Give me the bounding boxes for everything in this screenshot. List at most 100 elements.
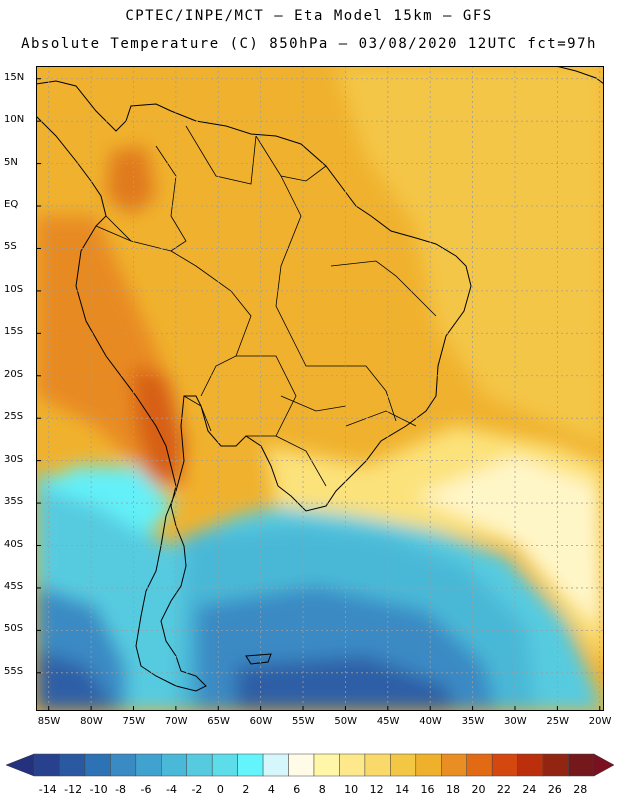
colorbar-cell [313, 753, 340, 777]
colorbar-cell [288, 753, 315, 777]
lat-label: EQ [4, 199, 19, 211]
lat-label: 40S [4, 538, 24, 550]
lon-label: 45W [376, 716, 400, 727]
colorbar-cell [390, 753, 417, 777]
border-guianas [255, 135, 327, 182]
colorbar-cell [161, 753, 187, 777]
colorbar-cell [135, 753, 162, 777]
lon-label: 65W [207, 716, 230, 727]
colorbar-cell [110, 753, 137, 777]
colorbar-label: 2 [242, 783, 250, 796]
colorbar-label: 6 [293, 783, 301, 796]
axis-ticks [36, 78, 601, 711]
lat-label: 15S [4, 326, 24, 338]
field-pale [416, 456, 604, 626]
border-brazil-states-2 [330, 260, 437, 317]
colorbar-cell [186, 753, 213, 777]
colorbar-cell [441, 753, 467, 777]
map-canvas [36, 66, 604, 711]
colorbar-label: 18 [446, 783, 460, 796]
colorbar-label: 16 [420, 783, 435, 796]
colorbar-cell [262, 753, 289, 777]
colorbar-label: -2 [191, 783, 203, 796]
lat-label: 15N [4, 71, 25, 83]
border-bolivia [236, 355, 297, 437]
lon-label: 80W [80, 716, 103, 727]
field-cyan-west [36, 466, 176, 536]
lat-label: 25S [4, 411, 24, 423]
colorbar-label: 4 [267, 783, 275, 796]
border-chile [183, 395, 212, 432]
colorbar-cell [84, 753, 111, 777]
lat-label: 20S [4, 368, 24, 380]
lon-label: 40W [419, 716, 442, 727]
colorbar-label: 28 [573, 783, 588, 796]
colorbar-cell [542, 753, 569, 777]
border-brazil-states [345, 410, 417, 427]
colorbar-cell [33, 753, 60, 777]
map-title-line-2: Absolute Temperature (C) 850hPa – 03/08/… [21, 36, 597, 52]
lon-label: 55W [292, 716, 315, 727]
field-deep-blue-south [236, 656, 456, 711]
colorbar-cell [517, 753, 544, 777]
lon-label: 70W [164, 716, 188, 727]
colorbar-label: 12 [369, 783, 384, 796]
border-venezuela [185, 125, 257, 185]
lon-label: 50W [334, 716, 358, 727]
colorbar-under-arrow [5, 753, 35, 777]
lat-label: 5S [4, 241, 17, 253]
lon-label: 35W [461, 716, 485, 727]
lon-label: 25W [546, 716, 569, 727]
colorbar-label: 14 [395, 783, 410, 796]
coastline-main [36, 80, 472, 692]
colorbar-cell [59, 753, 86, 777]
colorbar-label: 26 [547, 783, 562, 796]
coastline-falklands [245, 653, 272, 665]
colorbar-label: 22 [496, 783, 511, 796]
border-ecuador [95, 225, 132, 242]
colorbar-label: 0 [216, 783, 224, 796]
colorbar-label: -10 [89, 783, 108, 796]
border-brazil-states-3 [280, 395, 347, 412]
colorbar-cell [491, 753, 518, 777]
field-deep-blue-west [36, 651, 116, 711]
lon-label: 30W [503, 716, 527, 727]
field-andes-very-hot [131, 366, 186, 486]
colorbar-label: 24 [522, 783, 537, 796]
temperature-map [36, 66, 604, 711]
colorbar-cell [339, 753, 366, 777]
lat-label: 45S [4, 580, 24, 592]
lat-label: 30S [4, 453, 24, 465]
map-title-line-1: CPTEC/INPE/MCT – Eta Model 15km – GFS [125, 8, 493, 24]
field-colombia-hot [106, 146, 156, 216]
lat-label: 35S [4, 496, 24, 508]
lon-label: 85W [37, 716, 61, 727]
lat-label: 10N [4, 114, 25, 126]
colorbar-label: -6 [140, 783, 152, 796]
colorbar-cell [364, 753, 391, 777]
colorbar-cell [415, 753, 442, 777]
lon-label: 75W [122, 716, 146, 727]
colorbar-cell [237, 753, 264, 777]
colorbar-label: -8 [115, 783, 127, 796]
colorbar-over-arrow [593, 753, 615, 777]
field-ne-warm [336, 66, 604, 446]
colorbar-label: 20 [471, 783, 486, 796]
border-brazil-north [275, 175, 397, 422]
lon-label: 20W [588, 716, 612, 727]
lon-label: 60W [249, 716, 273, 727]
colorbar-cell [211, 753, 238, 777]
border-paraguay [275, 435, 327, 487]
colorbar-label: -12 [64, 783, 83, 796]
colorbar-label: -4 [166, 783, 177, 796]
colorbar [5, 753, 615, 777]
colorbar-label: 10 [344, 783, 359, 796]
colorbar-label: 8 [318, 783, 326, 796]
colorbar-cell [568, 753, 595, 777]
lat-label: 5N [4, 156, 18, 168]
lat-label: 10S [4, 283, 24, 295]
colorbar-cell [466, 753, 493, 777]
colorbar-label: -14 [38, 783, 57, 796]
border-peru [170, 250, 252, 397]
lat-label: 55S [4, 665, 24, 677]
